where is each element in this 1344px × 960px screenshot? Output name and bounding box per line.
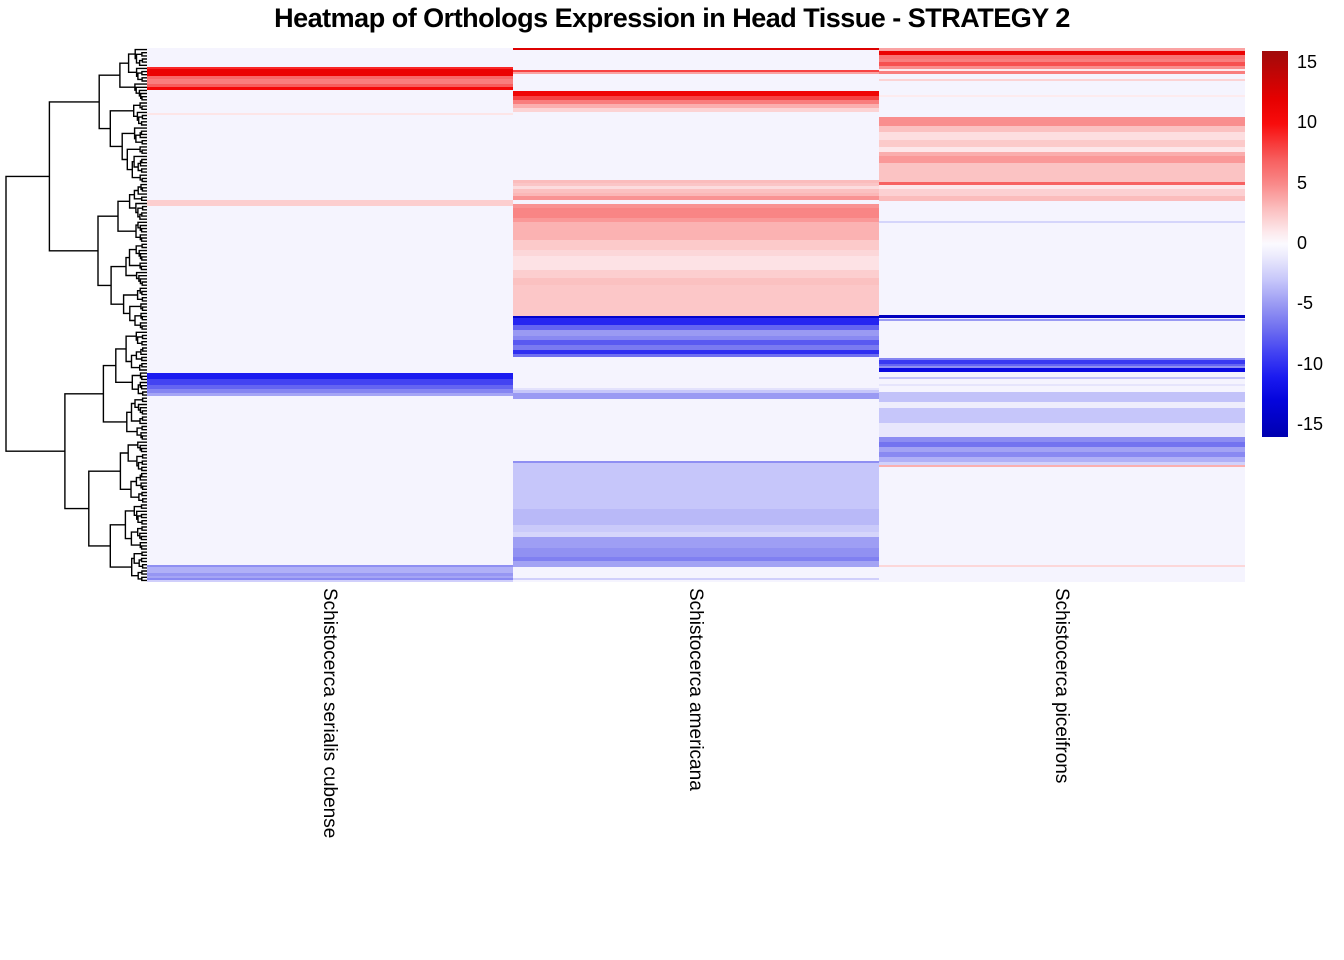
legend-tick-10: 10	[1297, 112, 1318, 133]
column-label-2: Schistocerca americana	[685, 588, 706, 791]
column-label-3: Schistocerca piceifrons	[1051, 588, 1072, 784]
legend-tick--15: -15	[1297, 414, 1324, 435]
row-dendrogram	[5, 48, 147, 582]
heatmap-column-3	[879, 48, 1245, 582]
dendrogram-branches	[5, 48, 147, 582]
legend-colorbar	[1262, 51, 1288, 437]
column-label-1: Schistocerca serialis cubense	[319, 588, 340, 839]
heatmap-column-2	[513, 48, 879, 582]
heatmap-grid	[147, 48, 1245, 582]
chart-title: Heatmap of Orthologs Expression in Head …	[274, 3, 1070, 33]
legend-tick-15: 15	[1297, 52, 1318, 73]
legend-tick--5: -5	[1297, 293, 1314, 314]
heatmap-column-1	[147, 48, 513, 582]
legend-tick-0: 0	[1297, 233, 1308, 254]
legend-tick-5: 5	[1297, 172, 1308, 193]
legend-tick--10: -10	[1297, 353, 1324, 374]
